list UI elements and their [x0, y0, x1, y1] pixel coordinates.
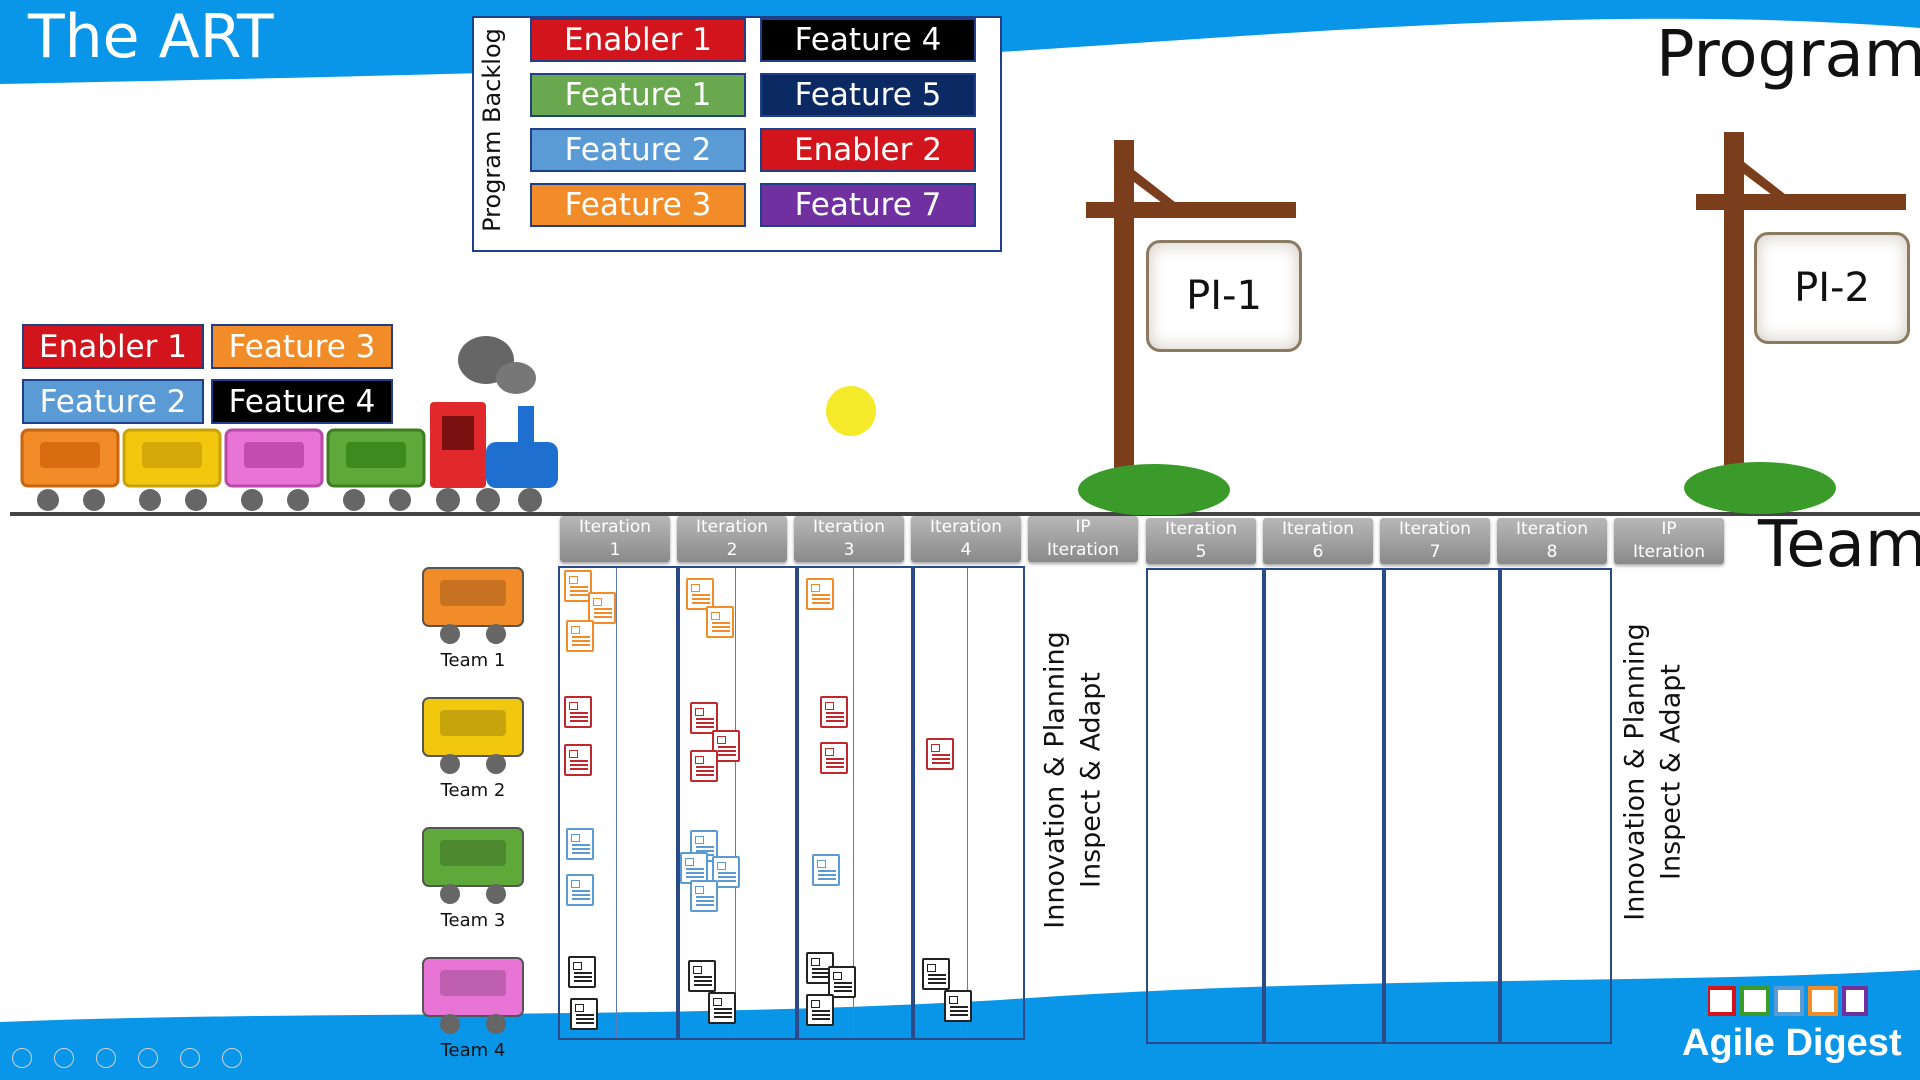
story-card-icon [806, 994, 834, 1026]
locomotive-icon [430, 336, 558, 512]
column-divider [852, 568, 854, 1038]
backlog-item: Feature 1 [530, 73, 746, 117]
train-car-yellow-icon [122, 428, 222, 511]
story-card-icon [944, 990, 972, 1022]
more-options-icon[interactable] [222, 1048, 242, 1068]
prev-slide-icon[interactable] [12, 1048, 32, 1068]
story-card-icon [566, 620, 594, 652]
train-illustration [20, 336, 558, 512]
iteration-header: Iteration 8 [1497, 518, 1607, 564]
story-card-icon [680, 852, 708, 884]
story-card-icon [588, 592, 616, 624]
team-cart-icon [422, 827, 524, 904]
story-card-icon [570, 998, 598, 1030]
iteration-column [1384, 568, 1500, 1044]
next-slide-icon[interactable] [54, 1048, 74, 1068]
iteration-column [1500, 568, 1612, 1044]
agile-digest-logo-icon [1706, 984, 1868, 1024]
signpost-pi-2 [1684, 132, 1906, 514]
train-cargo-item: Feature 2 [22, 379, 204, 424]
backlog-item: Enabler 2 [760, 128, 976, 172]
iteration-column [1264, 568, 1384, 1044]
story-card-icon [566, 828, 594, 860]
backlog-item: Feature 5 [760, 73, 976, 117]
column-divider [735, 568, 737, 1038]
team-cart-icon [422, 567, 524, 644]
column-divider [615, 568, 617, 1038]
program-backlog-label: Program Backlog [478, 28, 506, 232]
team-cart-icon [422, 957, 524, 1034]
story-card-icon [712, 730, 740, 762]
iteration-header: Iteration 3 [794, 516, 904, 562]
program-label: Program [1656, 18, 1920, 92]
team-label: Team 4 [440, 1040, 506, 1061]
story-card-icon [820, 742, 848, 774]
iteration-header: Iteration 5 [1146, 518, 1256, 564]
story-card-icon [690, 750, 718, 782]
ip-text-1: Innovation & Planning Inspect & Adapt [1039, 631, 1107, 929]
story-card-icon [564, 744, 592, 776]
team-label: Team 2 [440, 780, 506, 801]
story-card-icon [828, 966, 856, 998]
agile-digest-logo-text: Agile Digest [1682, 1022, 1902, 1064]
story-card-icon [686, 578, 714, 610]
pi-2-sign: PI-2 [1754, 232, 1910, 344]
pi-1-sign: PI-1 [1146, 240, 1302, 352]
train-car-orange-icon [20, 428, 120, 511]
story-card-icon [806, 578, 834, 610]
train-cargo-item: Feature 3 [211, 324, 393, 369]
zoom-icon[interactable] [180, 1048, 200, 1068]
iteration-header: Iteration 4 [911, 516, 1021, 562]
story-card-icon [708, 992, 736, 1024]
cursor-highlight [826, 386, 876, 436]
story-card-icon [690, 880, 718, 912]
team-label: Team 3 [440, 910, 506, 931]
team-label: Team 1 [440, 650, 506, 671]
slides-icon[interactable] [138, 1048, 158, 1068]
train-cargo-item: Feature 4 [211, 379, 393, 424]
backlog-item: Enabler 1 [530, 18, 746, 62]
column-divider [966, 568, 968, 1038]
story-card-icon [712, 856, 740, 888]
iteration-column [913, 566, 1025, 1040]
train-cargo-item: Enabler 1 [22, 324, 204, 369]
story-card-icon [690, 702, 718, 734]
pen-icon[interactable] [96, 1048, 116, 1068]
slide-title: The ART [28, 2, 274, 72]
story-card-icon [564, 696, 592, 728]
iteration-header: Iteration 6 [1263, 518, 1373, 564]
iteration-column [1146, 568, 1264, 1044]
train-car-green-icon [326, 428, 426, 511]
train-car-pink-icon [224, 428, 324, 511]
team-label: Team [1758, 508, 1920, 582]
story-card-icon [688, 960, 716, 992]
story-card-icon [706, 606, 734, 638]
backlog-item: Feature 4 [760, 18, 976, 62]
iteration-header: Iteration 1 [560, 516, 670, 562]
story-card-icon [812, 854, 840, 886]
story-card-icon [820, 696, 848, 728]
story-card-icon [564, 570, 592, 602]
story-card-icon [922, 958, 950, 990]
iteration-header: IP Iteration [1614, 518, 1724, 564]
story-card-icon [566, 874, 594, 906]
team-cart-icon [422, 697, 524, 774]
iteration-header: Iteration 2 [677, 516, 787, 562]
backlog-item: Feature 3 [530, 183, 746, 227]
signpost-pi-1 [1078, 140, 1296, 515]
iteration-column [558, 566, 678, 1040]
iteration-header: Iteration 7 [1380, 518, 1490, 564]
ip-text-2: Innovation & Planning Inspect & Adapt [1619, 623, 1687, 921]
iteration-column [678, 566, 797, 1040]
story-card-icon [568, 956, 596, 988]
iteration-column [797, 566, 913, 1040]
iteration-header: IP Iteration [1028, 516, 1138, 562]
backlog-item: Feature 7 [760, 183, 976, 227]
backlog-item: Feature 2 [530, 128, 746, 172]
story-card-icon [926, 738, 954, 770]
